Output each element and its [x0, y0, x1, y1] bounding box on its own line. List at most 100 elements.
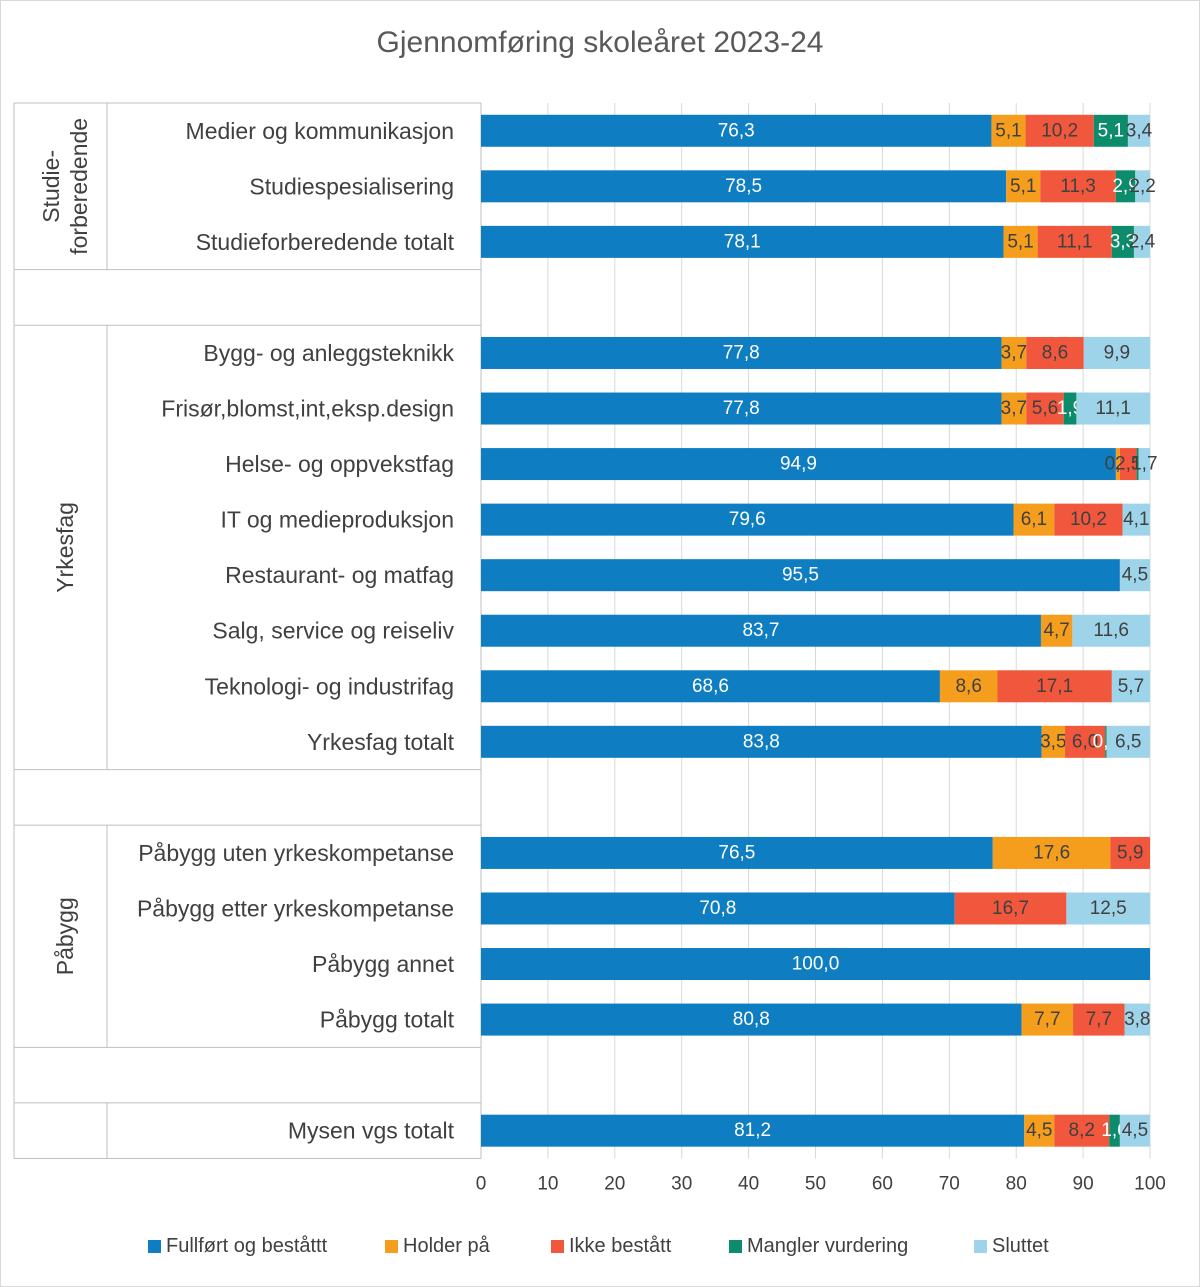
bar-segment [1025, 114, 1094, 147]
category-label: Yrkesfag totalt [307, 729, 455, 755]
data-label: 12,5 [1090, 898, 1127, 919]
x-tick-label: 10 [537, 1173, 558, 1194]
bar-segment [1110, 836, 1150, 869]
bar-segment [1122, 503, 1150, 536]
category-label: Medier og kommunikasjon [186, 118, 454, 144]
bar-segment [1040, 614, 1073, 647]
bar-segment [1119, 559, 1150, 592]
bar-segment [1024, 1114, 1055, 1147]
bar-segment [1037, 225, 1112, 258]
chart-title: Gjennomføring skoleåret 2023-24 [376, 26, 824, 59]
data-label: 80,8 [733, 1009, 770, 1030]
data-label: 16,7 [992, 898, 1029, 919]
data-label: 3,3 [1110, 231, 1136, 252]
data-label: 3,7 [1001, 398, 1027, 419]
legend-label: Holder på [403, 1235, 491, 1257]
legend-label: Fullført og beståttt [166, 1235, 328, 1257]
bar-segment [1001, 336, 1027, 369]
data-label: 9,9 [1104, 342, 1130, 363]
legend-swatch [974, 1240, 987, 1253]
data-label: 68,6 [692, 676, 729, 697]
bar-segment [1115, 170, 1136, 203]
category-label: IT og medieproduksjon [220, 507, 454, 533]
bar-segment [1054, 503, 1123, 536]
data-label: 1,7 [1131, 454, 1157, 475]
data-label: 11,1 [1057, 231, 1093, 252]
bar-segment [954, 892, 1067, 925]
bar-segment [997, 670, 1112, 703]
data-label: 11,3 [1060, 176, 1096, 197]
data-label: 76,3 [718, 120, 755, 141]
data-label: 5,9 [1117, 842, 1143, 863]
category-label: Helse- og oppvekstfag [225, 451, 454, 477]
bar-segment [1041, 725, 1066, 758]
bar-segment [991, 114, 1026, 147]
data-label: 6,0 [1072, 731, 1098, 752]
data-label: 79,6 [729, 509, 766, 530]
bar-segment [1065, 725, 1106, 758]
legend-label: Ikke bestått [569, 1235, 672, 1257]
bar-segment [481, 892, 955, 925]
category-label: Påbygg uten yrkeskompetanse [138, 840, 454, 866]
bar-segment [1003, 225, 1038, 258]
x-tick-label: 40 [738, 1173, 759, 1194]
category-label: Studieforberedende totalt [196, 229, 455, 255]
bar-segment [1013, 503, 1055, 536]
bar-segment [1076, 392, 1150, 425]
bar-segment [481, 448, 1116, 481]
legend-swatch [729, 1240, 742, 1253]
bar-segment [1093, 114, 1128, 147]
bar-segment [1119, 1114, 1150, 1147]
data-label: 7,7 [1086, 1009, 1112, 1030]
bar-segment [1106, 725, 1150, 758]
bar-segment [1072, 614, 1150, 647]
bar-segment [481, 225, 1004, 258]
x-tick-label: 90 [1073, 1173, 1094, 1194]
bar-segment [1021, 1003, 1074, 1036]
data-label: 2,5 [1115, 454, 1141, 475]
x-tick-label: 100 [1134, 1173, 1166, 1194]
data-label: 5,1 [1098, 120, 1124, 141]
bar-segment [939, 670, 998, 703]
category-label: Studiespesialisering [249, 173, 454, 199]
group-label: Påbygg [52, 897, 78, 975]
bar-segment [1083, 336, 1150, 369]
bar-segment [481, 670, 940, 703]
bar-segment [992, 836, 1111, 869]
bar-segment [481, 948, 1150, 981]
bar-segment [1119, 448, 1137, 481]
data-label: 5,6 [1032, 398, 1058, 419]
data-label: 77,8 [723, 398, 760, 419]
category-label: Bygg- og anleggsteknikk [203, 340, 454, 366]
x-tick-label: 0 [476, 1173, 487, 1194]
x-tick-label: 80 [1006, 1173, 1027, 1194]
data-label: 83,7 [742, 620, 779, 641]
legend-swatch [551, 1240, 564, 1253]
data-label: 5,1 [1007, 231, 1033, 252]
data-label: 8,2 [1069, 1120, 1095, 1141]
group-label: Yrkesfag [52, 502, 78, 593]
data-label: 2,4 [1129, 231, 1156, 252]
bar-segment [1054, 1114, 1110, 1147]
data-label: 7,7 [1034, 1009, 1060, 1030]
x-tick-label: 60 [872, 1173, 893, 1194]
bar-segment [481, 114, 992, 147]
bar-segment [481, 725, 1042, 758]
category-label: Påbygg etter yrkeskompetanse [137, 895, 454, 921]
data-label: 8,6 [1042, 342, 1068, 363]
data-label: 3,4 [1126, 120, 1153, 141]
bar-segment [1115, 448, 1120, 481]
bar-segment [1026, 392, 1064, 425]
legend-label: Mangler vurdering [747, 1235, 908, 1257]
data-label: 3,8 [1124, 1009, 1150, 1030]
data-label: 17,6 [1033, 842, 1070, 863]
bar-segment [481, 614, 1041, 647]
bar-segment [1105, 725, 1107, 758]
data-label: 81,2 [734, 1120, 771, 1141]
x-tick-label: 50 [805, 1173, 826, 1194]
legend-label: Sluttet [992, 1235, 1049, 1257]
data-label: 3,7 [1001, 342, 1027, 363]
data-label: 4,5 [1026, 1120, 1052, 1141]
bar-segment [1026, 336, 1084, 369]
